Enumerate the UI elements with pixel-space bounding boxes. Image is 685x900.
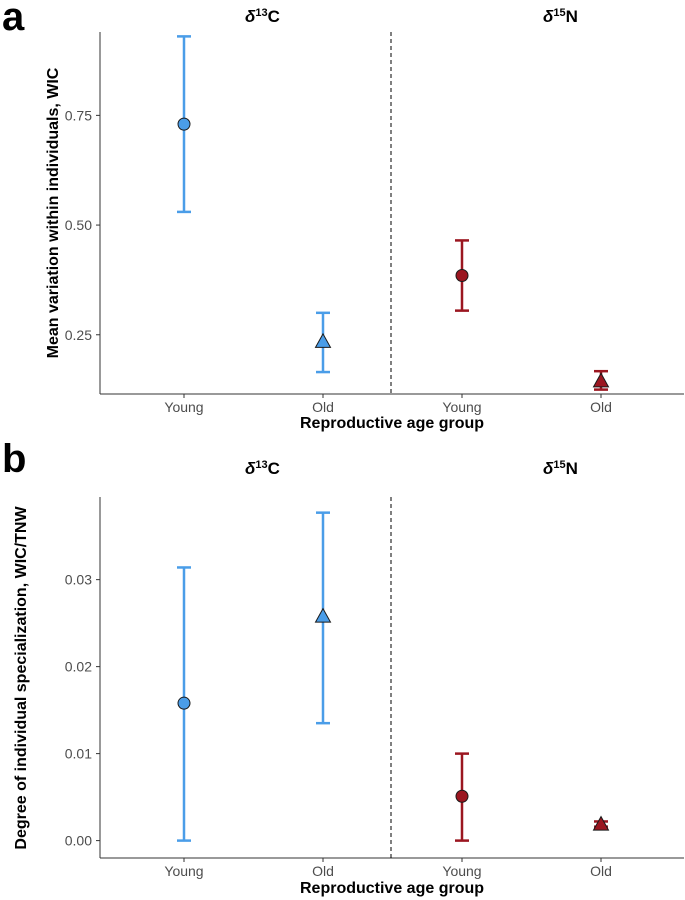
- x-tick-label-b-1: Old: [312, 863, 334, 879]
- x-axis-title-b: Reproductive age group: [300, 880, 484, 897]
- x-tick-label-a-1: Old: [312, 399, 334, 415]
- x-tick-label-b-2: Young: [442, 863, 481, 879]
- y-ticks-b: 0.00 0.01 0.02 0.03: [65, 572, 100, 849]
- point-triangle-a-3: [592, 372, 610, 388]
- x-tick-label-b-3: Old: [590, 863, 612, 879]
- x-tick-label-a-3: Old: [590, 399, 612, 415]
- facet-title-nitrogen-a: δ15N: [543, 7, 578, 26]
- x-ticks-b: Young Old Young Old: [164, 858, 612, 879]
- facet-title-carbon-b: δ13C: [245, 459, 280, 478]
- y-tick-label-b-0: 0.00: [65, 833, 92, 849]
- y-ticks-a: 0.25 0.50 0.75: [65, 107, 100, 343]
- y-tick-label-a-2: 0.75: [65, 107, 92, 123]
- y-tick-label-a-1: 0.50: [65, 217, 92, 233]
- point-triangle-a-1: [314, 332, 332, 348]
- point-circle-a-0: [177, 117, 191, 131]
- x-tick-label-a-0: Young: [164, 399, 203, 415]
- x-tick-label-b-0: Young: [164, 863, 203, 879]
- y-tick-label-b-2: 0.02: [65, 659, 92, 675]
- point-circle-b-0: [177, 696, 191, 710]
- marks-b: [177, 511, 610, 842]
- y-tick-label-b-3: 0.03: [65, 572, 92, 588]
- facet-title-carbon-a: δ13C: [245, 7, 280, 26]
- x-tick-label-a-2: Young: [442, 399, 481, 415]
- y-axis-title-b: Degree of individual specialization, WIC…: [13, 506, 30, 850]
- y-axis-title-a: Mean variation within individuals, WIC: [45, 67, 62, 358]
- panel-letter-b: b: [2, 437, 26, 481]
- panel-letter-a: a: [2, 0, 25, 39]
- point-circle-a-2: [455, 269, 469, 283]
- marks-a: [177, 35, 610, 391]
- point-triangle-b-1: [314, 607, 332, 623]
- y-tick-label-a-0: 0.25: [65, 327, 92, 343]
- point-triangle-b-3: [592, 815, 610, 831]
- point-circle-b-2: [455, 789, 469, 803]
- panel-a: a δ13C δ15N 0.25 0.50 0.75 Young Old Young Ol…: [2, 0, 684, 432]
- x-axis-title-a: Reproductive age group: [300, 415, 484, 432]
- panel-b: b δ13C δ15N 0.000.010.020.03 Young Old You…: [2, 437, 684, 897]
- x-ticks-a: Young Old Young Old: [164, 394, 612, 415]
- y-tick-label-b-1: 0.01: [65, 746, 92, 762]
- facet-title-nitrogen-b: δ15N: [543, 459, 578, 478]
